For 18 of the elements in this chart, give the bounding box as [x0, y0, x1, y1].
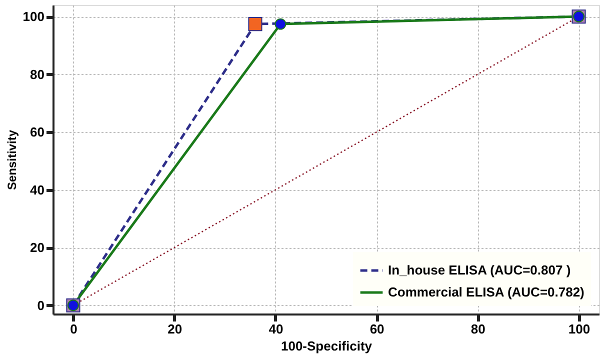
y-tick-label: 80 [30, 66, 44, 82]
y-tick-label: 40 [30, 182, 44, 198]
point [248, 17, 262, 32]
x-tick-label: 60 [370, 322, 384, 336]
y-tick-label: 100 [22, 9, 44, 24]
point [274, 18, 286, 30]
x-tick-label: 0 [70, 322, 78, 336]
x-tick-label: 20 [168, 322, 182, 336]
x-axis-title: 100-Specificity [280, 338, 373, 354]
legend-label: Commercial ELISA (AUC=0.782) [388, 284, 584, 300]
x-tick-label: 100 [568, 322, 590, 336]
y-tick-label: 0 [37, 298, 44, 313]
y-axis-title: Sensitivity [4, 130, 19, 190]
legend-label: In_house ELISA (AUC=0.807 ) [388, 262, 571, 278]
x-tick-label: 80 [470, 322, 486, 336]
y-tick-label: 60 [30, 124, 44, 140]
x-tick-label: 40 [268, 322, 284, 336]
y-tick-label: 20 [30, 240, 44, 256]
